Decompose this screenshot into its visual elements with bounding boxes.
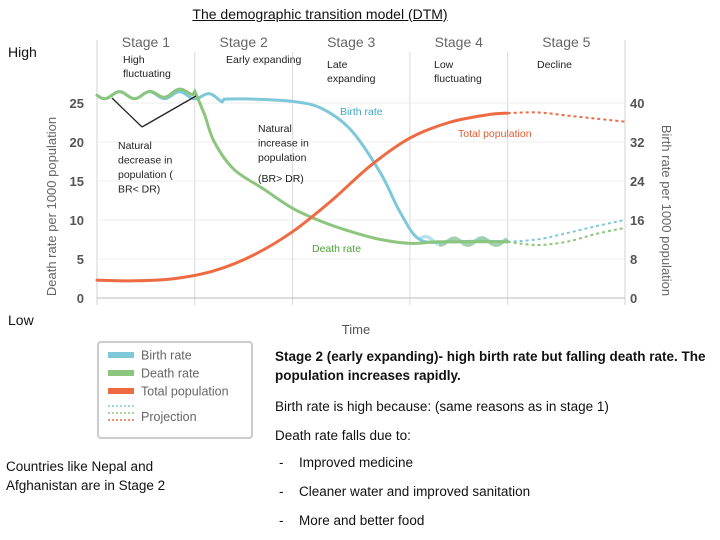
- death-rate-intro: Death rate falls due to:: [275, 428, 411, 443]
- left-tick-label: 25: [70, 96, 84, 111]
- death-rate-line: [95, 87, 510, 245]
- stage-description: Late expanding: [327, 59, 376, 85]
- stage-label: Stage 2: [220, 34, 268, 50]
- natural-increase-annotation: Natural increase in population: [258, 123, 309, 164]
- total-population-annotation: Total population: [458, 128, 532, 140]
- right-tick-label: 0: [630, 291, 637, 306]
- stage2-heading: Stage 2 (early expanding)- high birth ra…: [275, 347, 715, 385]
- legend-label: Total population: [141, 385, 229, 399]
- bullet-improved-medicine: Improved medicine: [299, 455, 414, 470]
- countries-note: Countries like Nepal and Afghanistan are…: [6, 459, 166, 493]
- y-axis-title-left: Death rate per 1000 population: [44, 117, 59, 296]
- stage-description: High fluctuating: [123, 54, 171, 80]
- legend-label: Projection: [141, 410, 197, 424]
- left-tick-label: 0: [77, 291, 84, 306]
- y-axis-title-right: Birth rate per 1000 population: [659, 125, 674, 296]
- right-tick-label: 40: [630, 96, 644, 111]
- right-tick-label: 16: [630, 213, 644, 228]
- birth-rate-reason: Birth rate is high because: (same reason…: [275, 399, 609, 414]
- birth-rate-annotation: Birth rate: [340, 106, 383, 118]
- legend-label: Birth rate: [141, 349, 192, 363]
- left-tick-label: 10: [70, 213, 84, 228]
- bullet-better-food: More and better food: [299, 513, 425, 528]
- bullet-marker-3: -: [279, 513, 284, 528]
- arrow-right: [141, 95, 197, 128]
- slide-title: The demographic transition model (DTM): [192, 6, 448, 22]
- stage2-heading-text: Stage 2 (early expanding)- high birth ra…: [275, 349, 706, 383]
- left-tick-label: 5: [77, 252, 84, 267]
- low-label: Low: [8, 312, 34, 328]
- stage-description: Low fluctuating: [434, 59, 482, 85]
- right-tick-label: 8: [630, 252, 637, 267]
- death-rate-annotation: Death rate: [312, 243, 361, 255]
- right-tick-label: 32: [630, 135, 644, 150]
- stage-description: Early expanding: [226, 54, 301, 66]
- stage-label: Stage 1: [122, 34, 170, 50]
- bullet-marker-1: -: [279, 455, 284, 470]
- legend-box: [97, 341, 253, 439]
- stage-description: Decline: [537, 59, 572, 71]
- left-tick-label: 20: [70, 135, 84, 150]
- high-label: High: [8, 44, 37, 60]
- stage-label: Stage 3: [327, 34, 375, 50]
- stage-label: Stage 5: [542, 34, 590, 50]
- left-tick-label: 15: [70, 174, 84, 189]
- arrow-left: [111, 97, 143, 128]
- x-axis-title: Time: [342, 322, 370, 337]
- legend-label: Death rate: [141, 367, 199, 381]
- br-gt-dr-annotation: (BR> DR): [258, 173, 304, 185]
- total-population-line: [95, 111, 510, 283]
- natural-decrease-annotation: Natural decrease in population (BR< DR): [118, 140, 173, 196]
- stage-label: Stage 4: [435, 34, 483, 50]
- death-rate-line-projection: [507, 226, 626, 247]
- bullet-cleaner-water: Cleaner water and improved sanitation: [299, 484, 531, 499]
- total-population-line-projection: [507, 111, 626, 123]
- birth-rate-line-projection: [507, 219, 626, 243]
- right-tick-label: 24: [630, 174, 645, 189]
- bullet-marker-2: -: [279, 484, 284, 499]
